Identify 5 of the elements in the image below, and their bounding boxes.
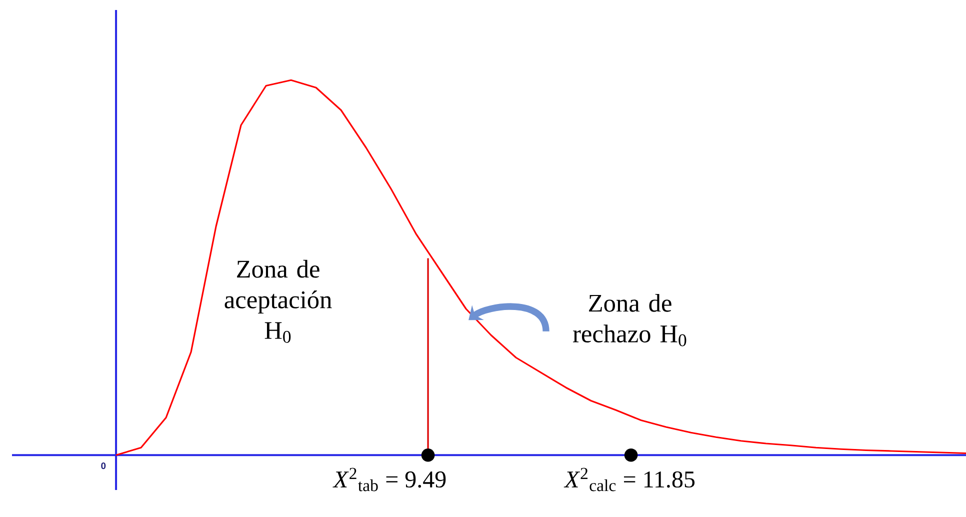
annotation: Zona de aceptación H$_{0}$ [224,260,332,343]
text: X$^{2}$$_{calc}$ = 11.85 [564,468,695,492]
text: X$^{2}$$_{tab}$ = 9.49 [332,468,446,492]
text: 0 [101,462,106,470]
annotation: Zona de rechazo H$_{0}$ [573,294,686,346]
